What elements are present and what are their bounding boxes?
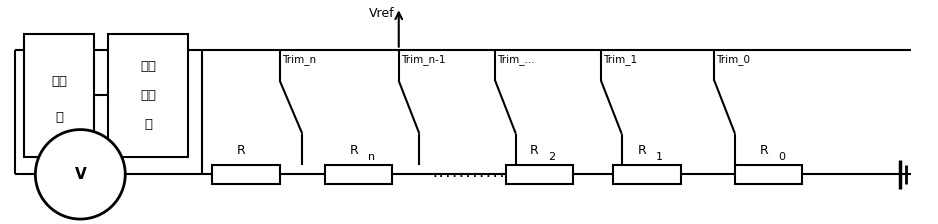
Text: R: R <box>350 144 358 157</box>
Text: R: R <box>760 144 768 157</box>
Text: 逻辑: 逻辑 <box>140 60 157 73</box>
Text: Trim_...: Trim_... <box>497 54 535 65</box>
Text: 译码: 译码 <box>52 75 68 88</box>
Bar <box>613 165 681 184</box>
Bar <box>109 34 188 157</box>
Bar <box>24 34 95 157</box>
Text: Vref: Vref <box>369 7 394 20</box>
Text: Trim_n-1: Trim_n-1 <box>401 54 446 65</box>
Bar <box>325 165 392 184</box>
Text: 1: 1 <box>657 151 663 162</box>
Text: 器: 器 <box>144 118 152 131</box>
Text: Trim_n: Trim_n <box>281 54 316 65</box>
Text: R: R <box>638 144 646 157</box>
Text: R: R <box>237 144 246 157</box>
Text: n: n <box>368 151 375 162</box>
Text: 器: 器 <box>55 111 63 124</box>
Text: 控制: 控制 <box>140 89 157 102</box>
Text: 2: 2 <box>549 151 555 162</box>
Text: Trim_1: Trim_1 <box>603 54 637 65</box>
Bar <box>735 165 802 184</box>
Bar <box>506 165 573 184</box>
Text: V: V <box>74 167 86 182</box>
Bar <box>212 165 280 184</box>
Ellipse shape <box>36 130 126 219</box>
Text: R: R <box>530 144 539 157</box>
Text: ...........: ........... <box>431 169 507 179</box>
Text: Trim_0: Trim_0 <box>717 54 750 65</box>
Text: 0: 0 <box>779 151 785 162</box>
